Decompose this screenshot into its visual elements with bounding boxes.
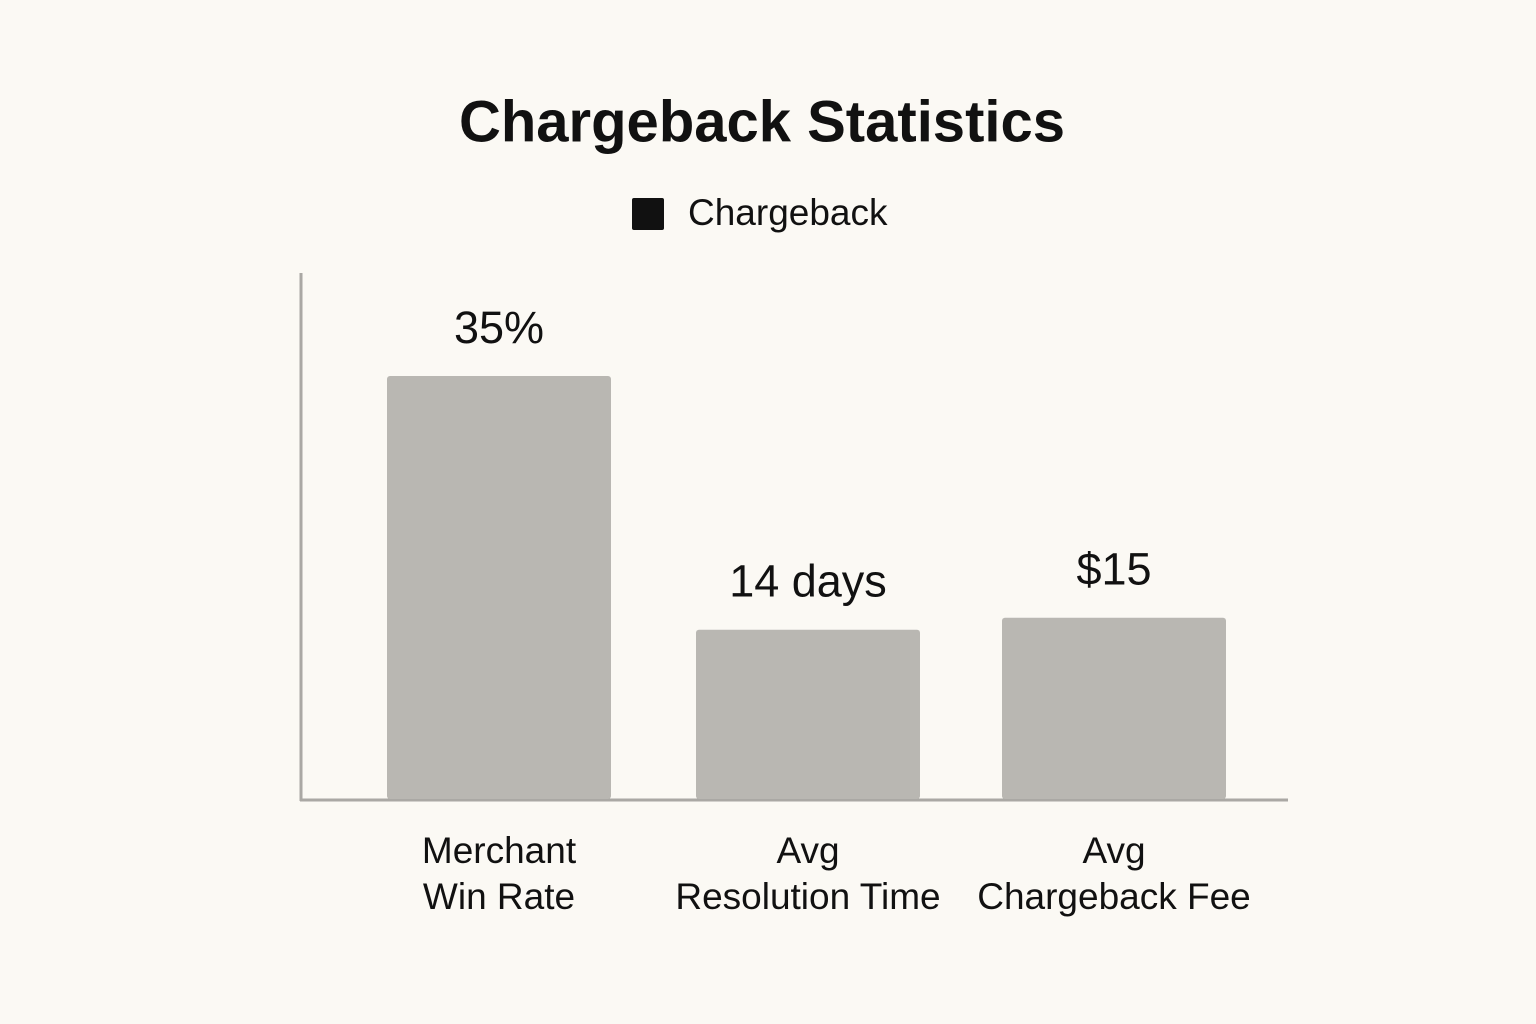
value-label: 35%	[454, 302, 544, 353]
bar	[1002, 617, 1226, 799]
value-label: 14 days	[729, 556, 887, 607]
x-tick-label: Avg Chargeback Fee	[977, 830, 1251, 917]
chart-title: Chargeback Statistics	[459, 89, 1065, 154]
value-label: $15	[1076, 544, 1151, 595]
legend-swatch	[632, 198, 664, 230]
bar	[387, 376, 611, 799]
x-tick-label: Merchant Win Rate	[421, 830, 577, 917]
legend-label: Chargeback	[688, 192, 888, 233]
bar	[696, 629, 920, 799]
x-tick-label: Avg Resolution Time	[675, 830, 941, 917]
